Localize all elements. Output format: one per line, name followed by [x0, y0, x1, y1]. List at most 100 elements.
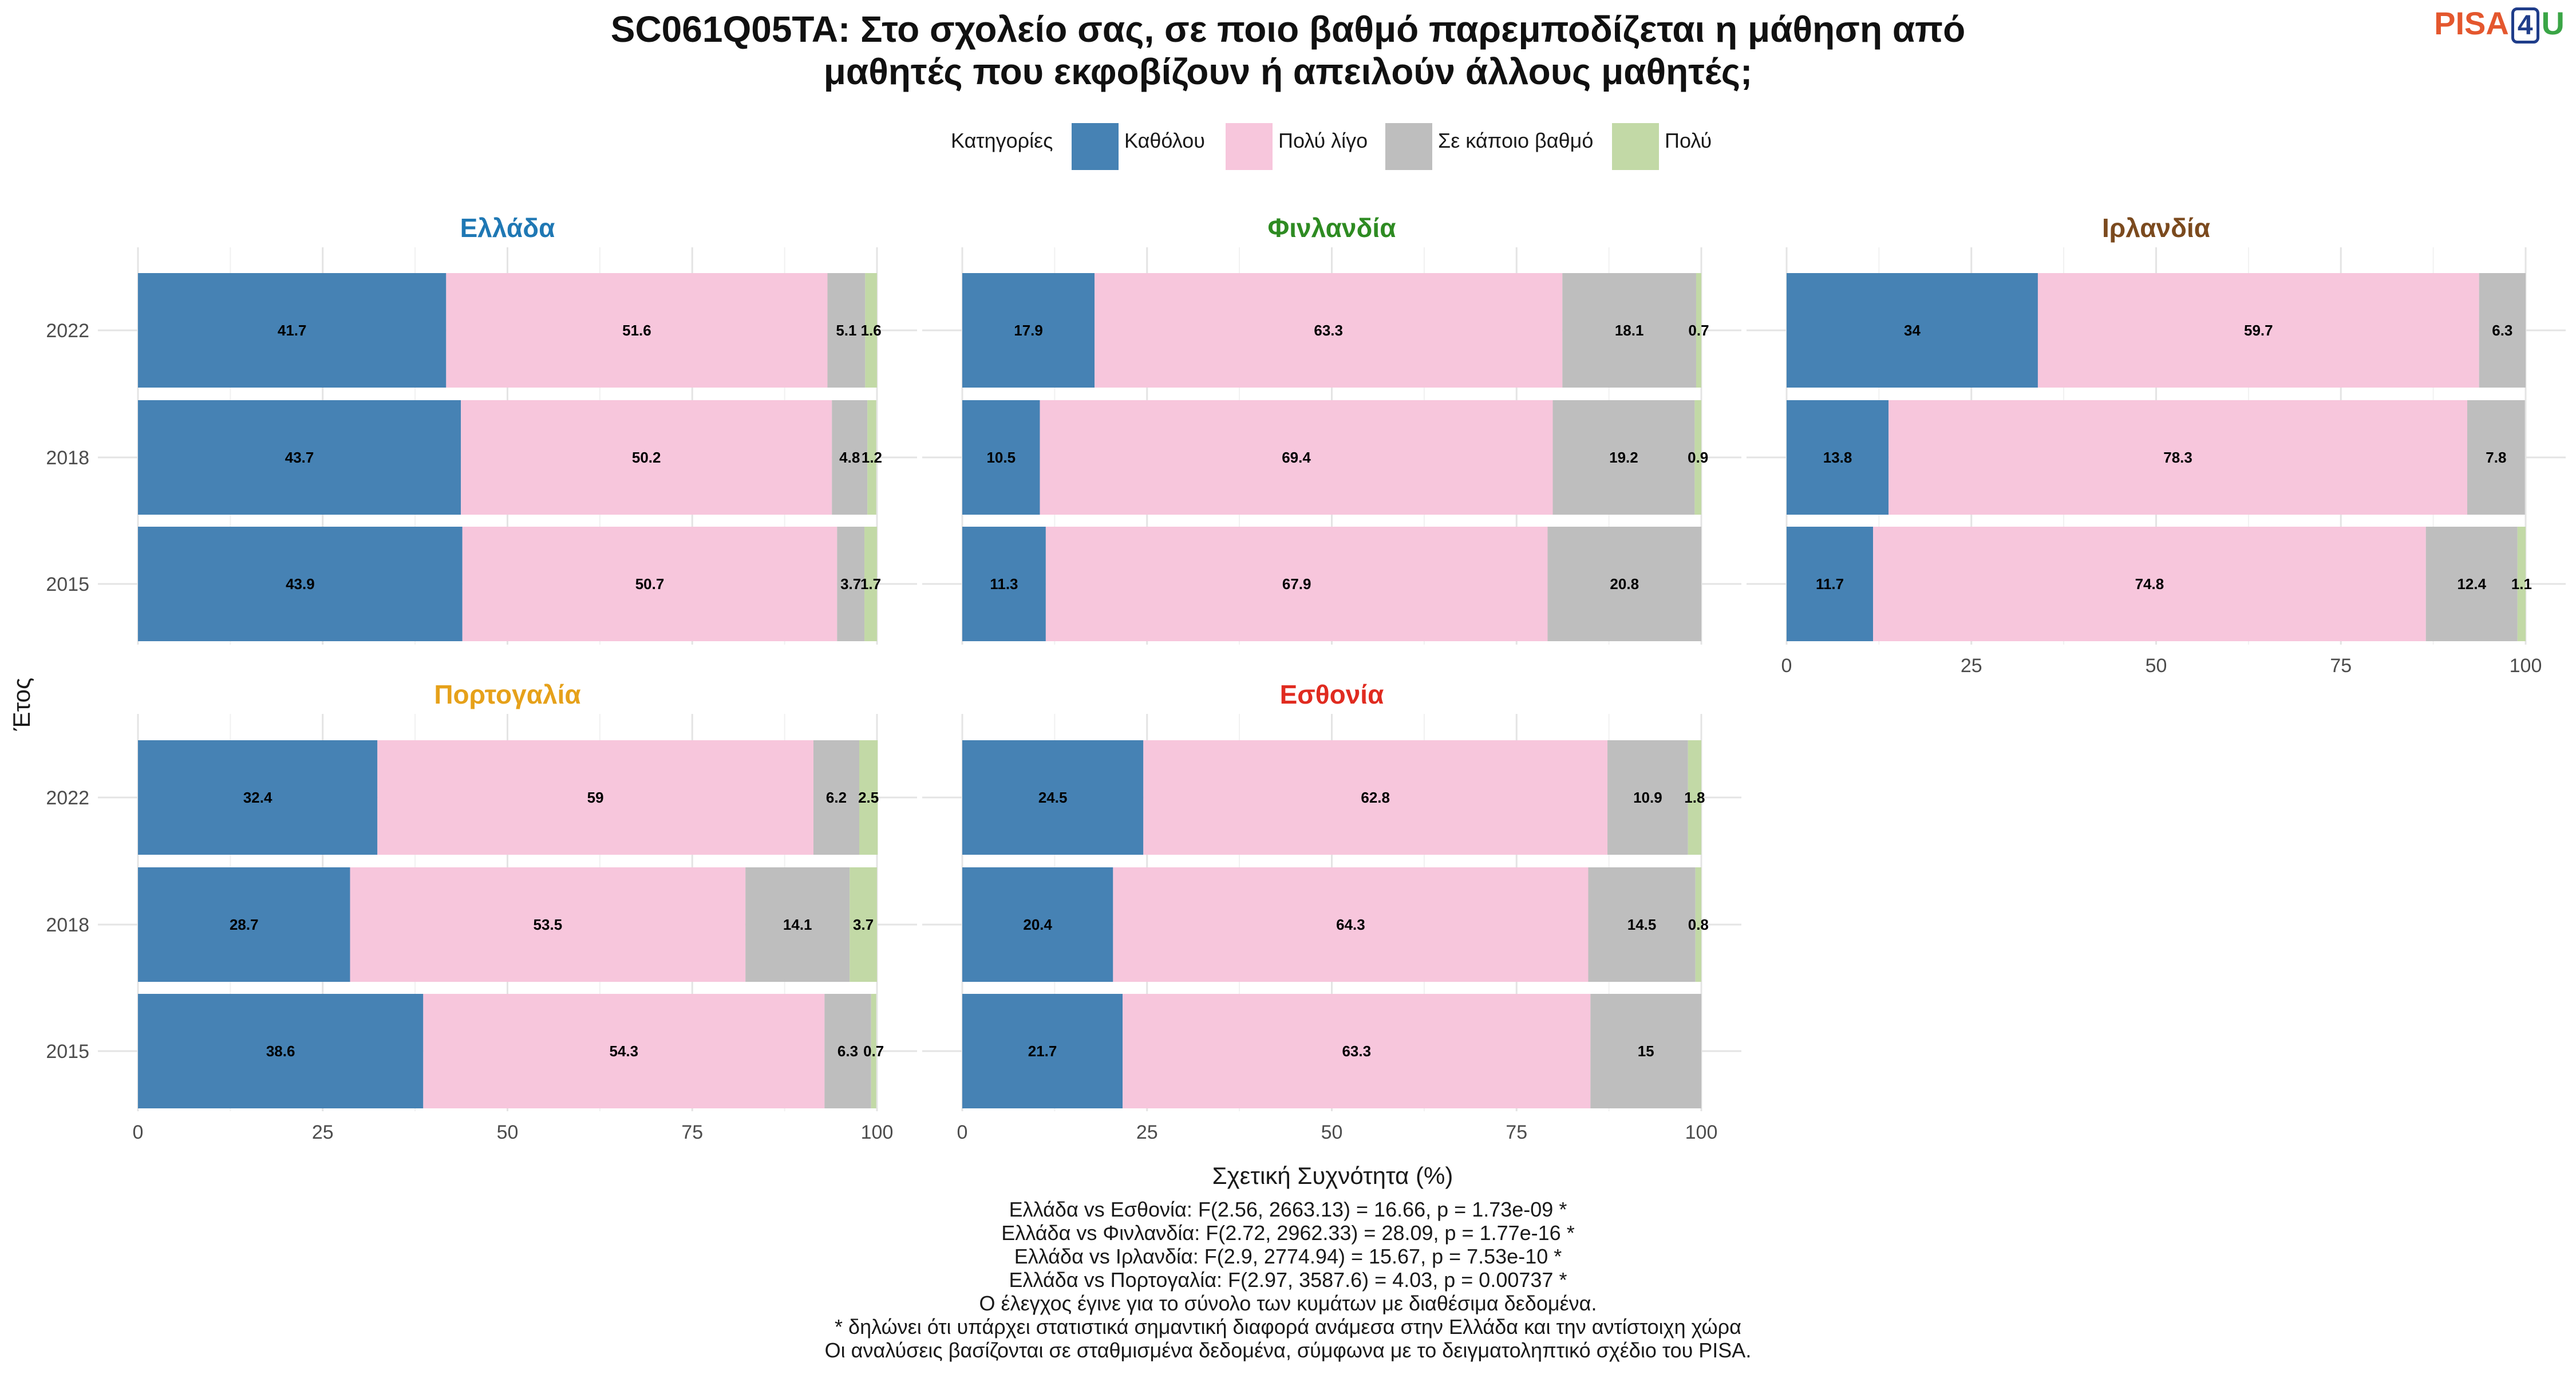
bar-segment [745, 867, 850, 982]
x-tick-label: 25 [1136, 1122, 1158, 1143]
x-tick-label: 75 [681, 1122, 703, 1143]
panel-title: Φινλανδία [1268, 213, 1396, 243]
bar-segment [1787, 400, 1889, 515]
data-label: 34 [1904, 322, 1921, 339]
bar-segment [350, 867, 746, 982]
data-label: 1.2 [862, 449, 882, 466]
bar-segment [377, 740, 813, 855]
x-tick-label: 25 [1961, 655, 1982, 677]
bar-segment [138, 994, 424, 1108]
x-tick-label: 100 [2510, 655, 2542, 677]
bar-segment [1696, 273, 1701, 388]
bar-segment [2479, 273, 2526, 388]
data-label: 1.8 [1684, 789, 1705, 806]
bar-segment [138, 273, 447, 388]
panel-title: Εσθονία [1280, 680, 1384, 709]
data-label: 19.2 [1609, 449, 1638, 466]
bar-segment [2517, 527, 2526, 641]
data-label: 18.1 [1615, 322, 1644, 339]
bar-segment [1607, 740, 1688, 855]
bar-segment [1787, 527, 1874, 641]
data-label: 11.3 [990, 575, 1018, 593]
footnote: Ελλάδα vs Εσθονία: F(2.56, 2663.13) = 16… [0, 1198, 2576, 1362]
data-label: 74.8 [2135, 575, 2164, 593]
logo-text-right: U [2541, 5, 2565, 41]
legend-key-2 [1226, 123, 1273, 170]
data-label: 1.6 [861, 322, 882, 339]
bar-segment [1695, 867, 1701, 982]
bar-segment [138, 400, 461, 515]
data-label: 3.7 [840, 575, 861, 593]
footnote-line: Ελλάδα vs Εσθονία: F(2.56, 2663.13) = 16… [1009, 1198, 1567, 1221]
data-label: 20.8 [1610, 575, 1639, 593]
data-label: 11.7 [1816, 575, 1844, 593]
bar-segment [423, 994, 825, 1108]
bar-segment [813, 740, 860, 855]
bar-segment [1547, 527, 1701, 641]
legend-key-1 [1072, 123, 1119, 170]
x-tick-label: 100 [1685, 1122, 1718, 1143]
data-label: 2.5 [858, 789, 879, 806]
bar-segment [1562, 273, 1696, 388]
bar-segment [1143, 740, 1608, 855]
bar-segment [827, 273, 866, 388]
panel-title: Πορτογαλία [434, 680, 580, 709]
x-tick-label: 25 [312, 1122, 334, 1143]
y-tick-label: 2015 [46, 1041, 89, 1063]
footnote-line: Ελλάδα vs Ιρλανδία: F(2.9, 2774.94) = 15… [1014, 1245, 1562, 1268]
data-label: 78.3 [2163, 449, 2192, 466]
x-tick-label: 75 [1506, 1122, 1527, 1143]
footnote-line: Οι αναλύσεις βασίζονται σε σταθμισμένα δ… [824, 1339, 1752, 1362]
x-tick-label: 75 [2330, 655, 2352, 677]
legend-label-4: Πολύ [1665, 129, 1712, 152]
data-label: 43.7 [285, 449, 314, 466]
data-label: 12.4 [2457, 575, 2486, 593]
footnote-line: * δηλώνει ότι υπάρχει στατιστικά σημαντι… [835, 1315, 1741, 1339]
data-label: 28.7 [230, 916, 259, 933]
legend-label-3: Σε κάποιο βαθμό [1438, 129, 1593, 152]
data-label: 21.7 [1028, 1043, 1057, 1060]
bar-segment [859, 740, 878, 855]
data-label: 1.1 [2511, 575, 2532, 593]
logo-text-middle: 4 [2511, 7, 2539, 44]
data-label: 59 [587, 789, 604, 806]
data-label: 14.5 [1627, 916, 1657, 933]
bar-segment [865, 273, 877, 388]
footnote-line: Ελλάδα vs Πορτογαλία: F(2.97, 3587.6) = … [1009, 1268, 1567, 1292]
legend-key-4 [1612, 123, 1659, 170]
x-tick-label: 50 [1321, 1122, 1343, 1143]
bar-segment [962, 740, 1144, 855]
y-tick-label: 2015 [46, 574, 89, 595]
data-label: 62.8 [1361, 789, 1390, 806]
data-label: 59.7 [2244, 322, 2273, 339]
data-label: 6.3 [2492, 322, 2512, 339]
bar-segment [2425, 527, 2518, 641]
bar-segment [867, 400, 876, 515]
data-label: 14.1 [783, 916, 812, 933]
data-label: 41.7 [278, 322, 307, 339]
bar-segment [1588, 867, 1696, 982]
x-axis-title: Σχετική Συχνότητα (%) [1212, 1162, 1453, 1189]
bar-segment [138, 527, 463, 641]
data-label: 20.4 [1023, 916, 1052, 933]
bar-segment [138, 740, 378, 855]
bar-segment [962, 273, 1095, 388]
x-tick-label: 0 [1781, 655, 1792, 677]
x-tick-label: 0 [133, 1122, 144, 1143]
chart-title-line-1: SC061Q05TA: Στο σχολείο σας, σε ποιο βαθ… [610, 9, 1966, 50]
data-label: 15 [1638, 1043, 1654, 1060]
data-label: 67.9 [1282, 575, 1311, 593]
bar-segment [1787, 273, 2038, 388]
data-label: 17.9 [1014, 322, 1043, 339]
data-label: 0.7 [863, 1043, 884, 1060]
data-label: 50.2 [632, 449, 661, 466]
data-label: 53.5 [534, 916, 563, 933]
bar-segment [2467, 400, 2525, 515]
bar-segment [962, 527, 1046, 641]
bar-segment [962, 400, 1040, 515]
bar-segment [962, 867, 1113, 982]
bar-segment [461, 400, 832, 515]
data-label: 43.9 [286, 575, 315, 593]
bar-segment [446, 273, 828, 388]
bar-segment [1694, 400, 1701, 515]
